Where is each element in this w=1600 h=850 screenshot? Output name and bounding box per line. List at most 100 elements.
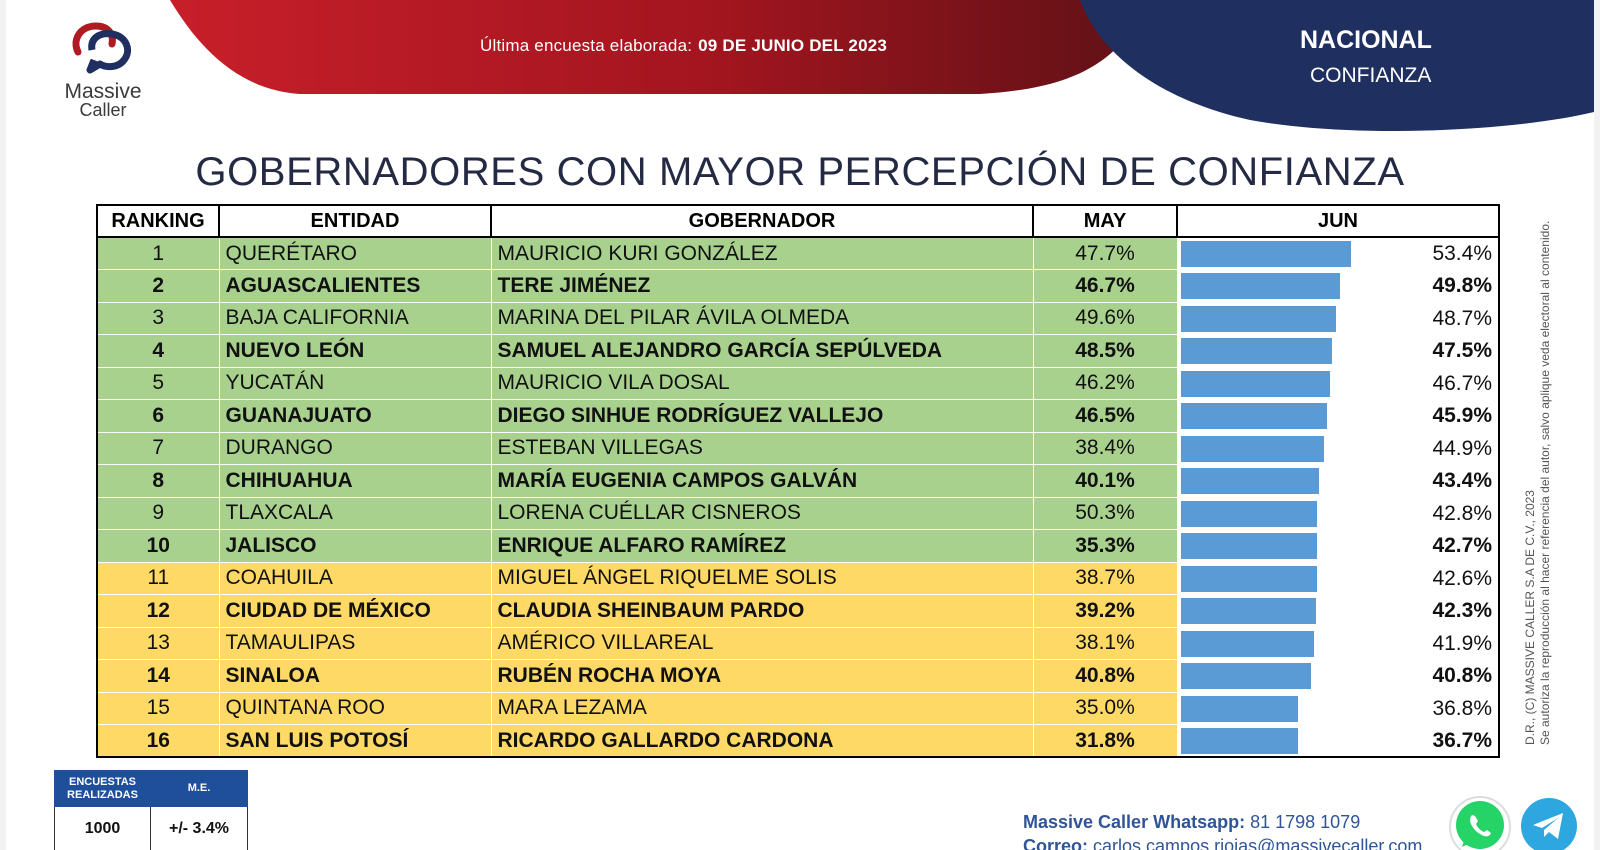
table-row: 13 TAMAULIPAS AMÉRICO VILLAREAL 38.1% 41.9% bbox=[96, 626, 1500, 660]
jun-bar bbox=[1180, 370, 1330, 397]
may-cell: 35.0% bbox=[1032, 691, 1178, 725]
jun-cell: 42.6% bbox=[1176, 561, 1500, 595]
may-cell: 40.8% bbox=[1032, 659, 1178, 693]
logo-mark-icon bbox=[72, 22, 131, 74]
gobernador-cell: AMÉRICO VILLAREAL bbox=[490, 626, 1034, 660]
jun-bar bbox=[1180, 435, 1324, 462]
rank-cell: 16 bbox=[96, 724, 220, 758]
may-cell: 38.4% bbox=[1032, 431, 1178, 465]
col-header-may: MAY bbox=[1032, 204, 1178, 238]
survey-date-value: 09 DE JUNIO DEL 2023 bbox=[698, 36, 888, 55]
table-header-row: RANKING ENTIDAD GOBERNADOR MAY JUN bbox=[96, 204, 1500, 238]
gobernador-cell: RICARDO GALLARDO CARDONA bbox=[490, 724, 1034, 758]
table-row: 10 JALISCO ENRIQUE ALFARO RAMÍREZ 35.3% 42.7… bbox=[96, 529, 1500, 563]
entidad-cell: TAMAULIPAS bbox=[218, 626, 492, 660]
gobernador-cell: SAMUEL ALEJANDRO GARCÍA SEPÚLVEDA bbox=[490, 334, 1034, 368]
entidad-cell: COAHUILA bbox=[218, 561, 492, 595]
may-cell: 31.8% bbox=[1032, 724, 1178, 758]
massive-caller-logo: Massive Caller bbox=[56, 22, 150, 122]
entidad-cell: QUINTANA ROO bbox=[218, 691, 492, 725]
jun-cell: 42.8% bbox=[1176, 496, 1500, 530]
entidad-cell: GUANAJUATO bbox=[218, 399, 492, 433]
entidad-cell: TLAXCALA bbox=[218, 496, 492, 530]
gobernador-cell: RUBÉN ROCHA MOYA bbox=[490, 659, 1034, 693]
col-header-entidad: ENTIDAD bbox=[218, 204, 492, 238]
copyright-line1: D.R., (C) MASSIVE CALLER S.A DE C.V., 20… bbox=[1523, 490, 1537, 745]
copyright-note: D.R., (C) MASSIVE CALLER S.A DE C.V., 20… bbox=[1523, 185, 1553, 745]
jun-value: 41.9% bbox=[1432, 631, 1492, 655]
rank-cell: 15 bbox=[96, 691, 220, 725]
jun-cell: 40.8% bbox=[1176, 659, 1500, 693]
email-label: Correo: bbox=[1023, 836, 1089, 850]
email-link[interactable]: carlos.campos.riojas@massivecaller.com bbox=[1093, 836, 1423, 850]
gobernador-cell: MAURICIO KURI GONZÁLEZ bbox=[490, 236, 1034, 270]
entidad-cell: YUCATÁN bbox=[218, 366, 492, 400]
may-cell: 46.2% bbox=[1032, 366, 1178, 400]
jun-value: 47.5% bbox=[1432, 339, 1492, 362]
jun-cell: 53.4% bbox=[1176, 236, 1500, 270]
jun-cell: 41.9% bbox=[1176, 626, 1500, 660]
surveys-header: ENCUESTAS REALIZADAS bbox=[54, 770, 151, 807]
jun-cell: 47.5% bbox=[1176, 334, 1500, 368]
surveys-value: 1000 bbox=[54, 806, 151, 850]
jun-value: 48.7% bbox=[1432, 306, 1492, 330]
table-row: 2 AGUASCALIENTES TERE JIMÉNEZ 46.7% 49.8% bbox=[96, 269, 1500, 303]
logo-text-caller: Caller bbox=[79, 100, 127, 120]
jun-bar bbox=[1180, 598, 1316, 624]
may-cell: 39.2% bbox=[1032, 594, 1178, 628]
table-row: 1 QUERÉTARO MAURICIO KURI GONZÁLEZ 47.7% 53.… bbox=[96, 236, 1500, 270]
jun-cell: 42.7% bbox=[1176, 529, 1500, 563]
gobernador-cell: TERE JIMÉNEZ bbox=[490, 269, 1034, 303]
entidad-cell: SAN LUIS POTOSÍ bbox=[218, 724, 492, 758]
jun-value: 46.7% bbox=[1432, 371, 1492, 395]
jun-bar bbox=[1180, 630, 1314, 657]
rank-cell: 13 bbox=[96, 626, 220, 660]
may-cell: 47.7% bbox=[1032, 236, 1178, 270]
ranking-table: RANKING ENTIDAD GOBERNADOR MAY JUN 1 QUER… bbox=[96, 204, 1500, 758]
gobernador-cell: CLAUDIA SHEINBAUM PARDO bbox=[490, 594, 1034, 628]
left-border bbox=[0, 0, 6, 850]
table-row: 4 NUEVO LEÓN SAMUEL ALEJANDRO GARCÍA SEPÚL… bbox=[96, 334, 1500, 368]
entidad-cell: QUERÉTARO bbox=[218, 236, 492, 270]
rank-cell: 8 bbox=[96, 464, 220, 498]
may-cell: 48.5% bbox=[1032, 334, 1178, 368]
whatsapp-icon[interactable] bbox=[1448, 795, 1512, 850]
jun-cell: 36.8% bbox=[1176, 691, 1500, 725]
rank-cell: 11 bbox=[96, 561, 220, 595]
may-cell: 46.7% bbox=[1032, 269, 1178, 303]
jun-value: 36.8% bbox=[1432, 696, 1492, 720]
entidad-cell: DURANGO bbox=[218, 431, 492, 465]
jun-cell: 43.4% bbox=[1176, 464, 1500, 498]
jun-cell: 36.7% bbox=[1176, 724, 1500, 758]
rank-cell: 1 bbox=[96, 236, 220, 270]
jun-cell: 49.8% bbox=[1176, 269, 1500, 303]
jun-bar bbox=[1180, 728, 1298, 754]
jun-bar bbox=[1180, 565, 1317, 592]
survey-date-label: Última encuesta elaborada: bbox=[480, 36, 693, 55]
table-row: 8 CHIHUAHUA MARÍA EUGENIA CAMPOS GALVÁN 40.… bbox=[96, 464, 1500, 498]
rank-cell: 14 bbox=[96, 659, 220, 693]
table-row: 9 TLAXCALA LORENA CUÉLLAR CISNEROS 50.3% 42.… bbox=[96, 496, 1500, 530]
rank-cell: 3 bbox=[96, 301, 220, 335]
jun-value: 42.3% bbox=[1432, 599, 1492, 622]
entidad-cell: CHIHUAHUA bbox=[218, 464, 492, 498]
margin-error-header: M.E. bbox=[150, 770, 248, 807]
jun-value: 53.4% bbox=[1432, 242, 1492, 265]
may-cell: 49.6% bbox=[1032, 301, 1178, 335]
gobernador-cell: MARINA DEL PILAR ÁVILA OLMEDA bbox=[490, 301, 1034, 335]
table-row: 16 SAN LUIS POTOSÍ RICARDO GALLARDO CARDON… bbox=[96, 724, 1500, 758]
jun-bar bbox=[1180, 338, 1332, 364]
entidad-cell: JALISCO bbox=[218, 529, 492, 563]
rank-cell: 2 bbox=[96, 269, 220, 303]
table-row: 12 CIUDAD DE MÉXICO CLAUDIA SHEINBAUM PARD… bbox=[96, 594, 1500, 628]
jun-value: 42.7% bbox=[1432, 534, 1492, 557]
rank-cell: 4 bbox=[96, 334, 220, 368]
jun-value: 40.8% bbox=[1432, 664, 1492, 687]
jun-cell: 46.7% bbox=[1176, 366, 1500, 400]
gobernador-cell: ESTEBAN VILLEGAS bbox=[490, 431, 1034, 465]
col-header-jun: JUN bbox=[1176, 204, 1500, 238]
contact-email: Correo: carlos.campos.riojas@massivecall… bbox=[1023, 836, 1422, 850]
scope-label: NACIONAL bbox=[1300, 26, 1432, 54]
telegram-icon[interactable] bbox=[1520, 797, 1578, 850]
survey-info-box: ENCUESTAS REALIZADAS M.E. 1000 +/- 3.4% bbox=[54, 770, 248, 850]
